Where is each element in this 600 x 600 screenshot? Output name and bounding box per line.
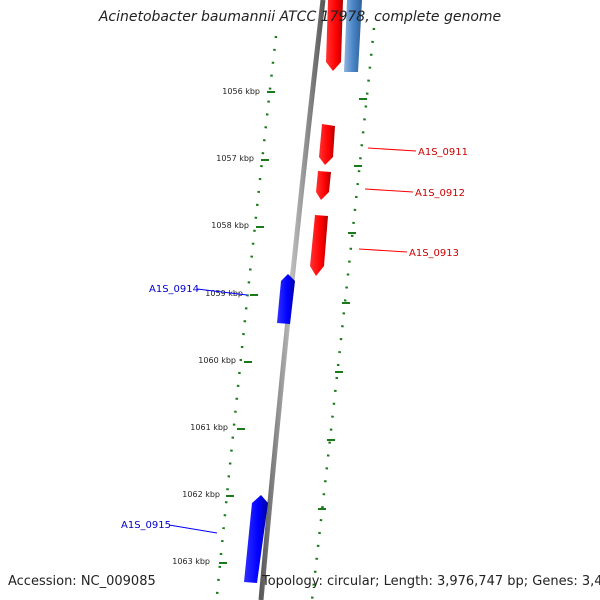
gene-label-A1S_0913[interactable]: A1S_0913 <box>409 248 459 259</box>
gene-arrow-A1S_0912[interactable] <box>316 171 331 200</box>
gene-arrow-A1S_0914[interactable] <box>277 274 295 324</box>
gene-arrow-A1S_0915[interactable] <box>244 495 268 583</box>
genome-summary-label: Topology: circular; Length: 3,976,747 bp… <box>262 574 600 589</box>
leader-line <box>168 524 218 534</box>
gene-label-A1S_0912[interactable]: A1S_0912 <box>415 188 465 199</box>
ruler-tick-label: 1057 kbp <box>216 154 254 163</box>
ruler-tick-label: 1056 kbp <box>222 87 260 96</box>
ruler-tick-label: 1059 kbp <box>205 289 243 298</box>
gene-label-A1S_0911[interactable]: A1S_0911 <box>418 147 468 158</box>
gene-arrow-A1S_0913[interactable] <box>310 215 328 276</box>
ruler-tick-label: 1061 kbp <box>190 423 228 432</box>
gene-arrow-forward-top[interactable] <box>326 0 343 71</box>
leader-line <box>367 147 417 152</box>
leader-line <box>364 188 414 193</box>
ruler-tick-label: 1062 kbp <box>182 490 220 499</box>
inner-ruler <box>215 35 278 596</box>
gene-arrow-A1S_0911[interactable] <box>319 124 335 165</box>
gene-arrow-light-top[interactable] <box>344 0 362 72</box>
ruler-tick-label: 1063 kbp <box>172 557 210 566</box>
ruler-tick-label: 1058 kbp <box>211 221 249 230</box>
gene-label-A1S_0914[interactable]: A1S_0914 <box>149 284 199 295</box>
leader-line <box>196 288 248 296</box>
gene-label-A1S_0915[interactable]: A1S_0915 <box>121 520 171 531</box>
accession-label: Accession: NC_009085 <box>8 574 156 589</box>
leader-line <box>358 248 408 253</box>
page-title: Acinetobacter baumannii ATCC 17978, comp… <box>98 9 502 25</box>
ruler-tick-label: 1060 kbp <box>198 356 236 365</box>
outer-ruler <box>310 27 376 600</box>
